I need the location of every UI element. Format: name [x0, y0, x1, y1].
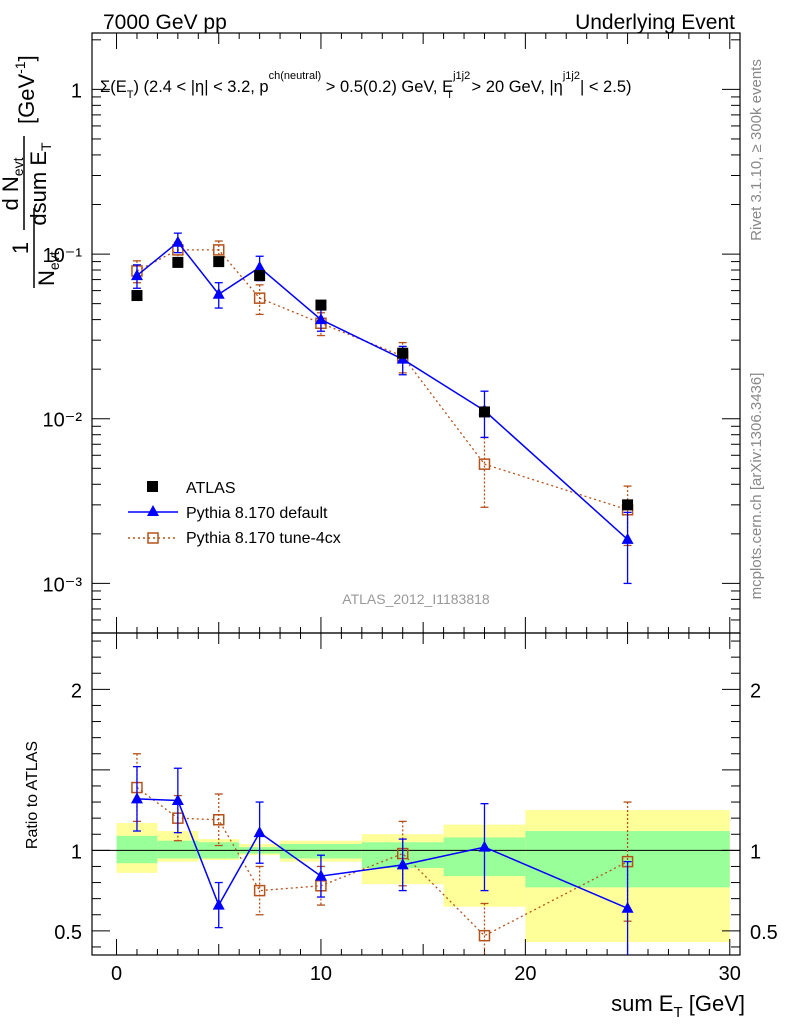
ratio-band-inner [157, 840, 199, 859]
main-tune-point [478, 458, 491, 470]
main-atlas-point [172, 256, 184, 268]
ratio-y-tick-label-right: 0.5 [750, 922, 778, 944]
main-y-axis-label: 1 Nevt d Nevt dsum ET [GeV-1] [0, 55, 62, 288]
svg-text:d Nevt: d Nevt [0, 157, 26, 210]
plot-layers: 0 10 20 30 1 10⁻¹ 10⁻² 10⁻³ 0.5 0.5 1 1 2 2 [43, 32, 778, 985]
rivet-label: Rivet 3.1.10, ≥ 300k events [748, 59, 765, 241]
ratio-default-point [478, 840, 491, 852]
main-atlas-point [315, 299, 327, 311]
legend-pythia-default: Pythia 8.170 default [128, 505, 328, 522]
ratio-y-tick-label: 1 [71, 841, 82, 863]
legend-atlas: ATLAS [147, 480, 236, 497]
main-default-point [171, 235, 184, 247]
mcplots-label: mcplots.cern.ch [arXiv:1306.3436] [748, 373, 765, 600]
legend-tune-label: Pythia 8.170 tune-4cx [186, 530, 341, 547]
ratio-default-point [396, 858, 409, 870]
ratio-tune-point [212, 814, 225, 826]
ratio-default-point [130, 792, 143, 804]
legend-tune-marker [147, 532, 159, 544]
main-default-point [130, 269, 143, 281]
x-axis-label: sum ET [GeV] [611, 991, 745, 1021]
main-atlas-point [478, 406, 490, 418]
main-y-tick-label: 1 [71, 80, 82, 102]
legend-default-label: Pythia 8.170 default [186, 505, 328, 522]
x-tick-label: 20 [514, 963, 536, 985]
main-default-point [314, 313, 327, 325]
main-atlas-point [131, 290, 143, 302]
svg-text:[GeV-1]: [GeV-1] [12, 55, 39, 124]
legend-default-marker [147, 505, 159, 516]
main-y-tick-label: 10⁻³ [43, 574, 83, 596]
ratio-tune-point [253, 884, 266, 897]
ratio-y-axis-label: Ratio to ATLAS [24, 741, 41, 849]
legend-atlas-marker [147, 481, 158, 492]
ratio-tune-point [478, 929, 491, 942]
main-default-line [136, 241, 629, 540]
legend-pythia-tune: Pythia 8.170 tune-4cx [128, 530, 341, 547]
x-tick-label: 30 [719, 963, 741, 985]
main-atlas-point [254, 270, 266, 282]
main-atlas-point [213, 256, 225, 268]
main-default-point [621, 532, 634, 544]
main-y-tick-label: 10⁻² [43, 410, 83, 432]
ratio-plot-frame [91, 632, 741, 956]
ratio-y-tick-label-right: 1 [750, 841, 761, 863]
ratio-default-point [212, 898, 225, 910]
legend: ATLAS Pythia 8.170 default Pythia 8.170 … [128, 480, 341, 547]
ratio-band-inner [280, 843, 362, 859]
header-left-label: 7000 GeV pp [103, 11, 227, 34]
main-y-tick-label: 10⁻¹ [43, 245, 83, 267]
selection-label: Σ(ET) (2.4 < |η| < 3.2, pch(neutral) > 0… [100, 70, 632, 101]
main-default-point [212, 287, 225, 299]
x-tick-label: 0 [111, 963, 122, 985]
ratio-y-tick-label-right: 2 [750, 680, 761, 702]
svg-text:1: 1 [8, 242, 33, 254]
ratio-default-point [314, 869, 327, 881]
ratio-default-point [621, 901, 634, 913]
header-right-label: Underlying Event [575, 11, 735, 34]
main-default-point [253, 260, 266, 272]
ratio-y-tick-label: 0.5 [54, 922, 82, 944]
main-atlas-point [622, 499, 634, 511]
main-tune-point [212, 244, 225, 256]
main-atlas-point [397, 347, 409, 359]
x-tick-label: 10 [310, 963, 332, 985]
svg-text:dsum ET: dsum ET [26, 142, 54, 226]
ratio-default-point [171, 793, 184, 805]
ratio-band-inner [116, 835, 158, 864]
legend-atlas-label: ATLAS [186, 480, 236, 497]
ratio-default-point [253, 826, 266, 838]
analysis-id-label: ATLAS_2012_I1183818 [342, 591, 490, 607]
main-tune-point [253, 292, 266, 304]
main-tune-line [136, 249, 628, 511]
ratio-y-tick-label: 2 [71, 680, 82, 702]
ratio-default-line [136, 798, 628, 909]
